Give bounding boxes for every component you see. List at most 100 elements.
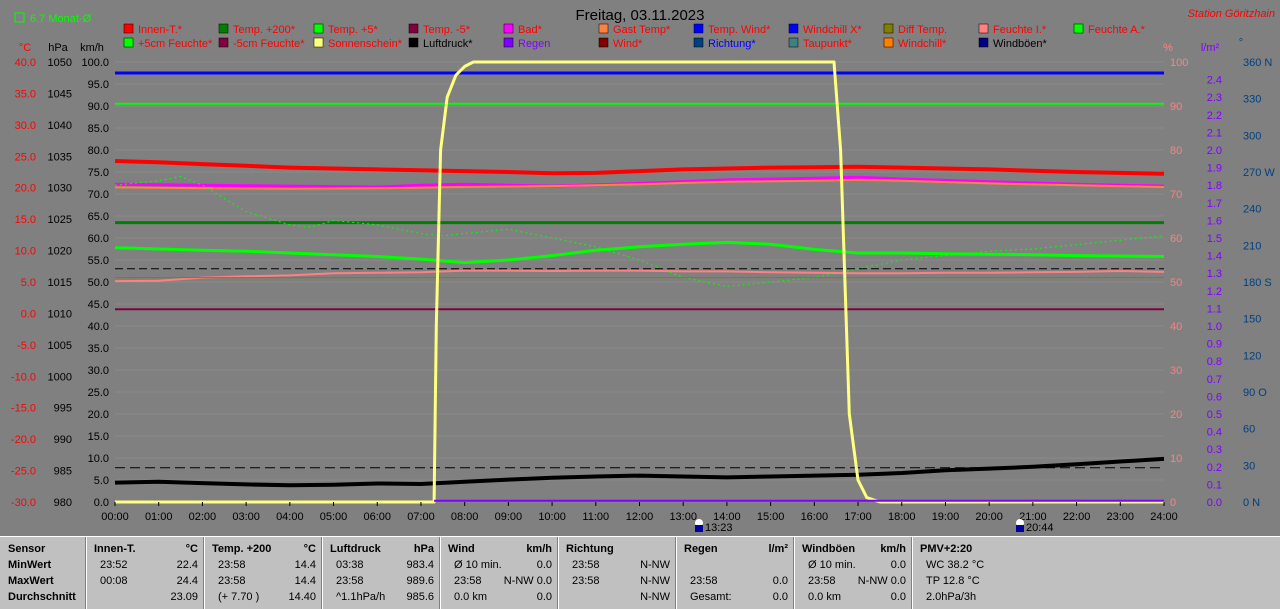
stat-time: 23:58 (218, 559, 246, 571)
celsius-tick-label: 25.0 (15, 151, 36, 163)
x-tick-label: 08:00 (451, 511, 479, 523)
percent-tick-label: 10 (1170, 453, 1182, 465)
hpa-tick-label: 1050 (48, 57, 72, 69)
stat-divider (322, 537, 323, 609)
percent-tick-label: 70 (1170, 189, 1182, 201)
legend-label: Regen (518, 38, 550, 50)
percent-tick-label: 90 (1170, 101, 1182, 113)
stat-group-name: Temp. +200 (212, 543, 272, 555)
x-tick-label: 16:00 (801, 511, 829, 523)
axis-unit-kmh: km/h (80, 42, 104, 54)
hpa-tick-label: 1030 (48, 183, 72, 195)
stat-time: 0.0 km (454, 591, 488, 603)
series-line (115, 60, 1164, 504)
rain-tick-label: 2.2 (1207, 110, 1222, 122)
celsius-tick-label: 10.0 (15, 246, 36, 258)
stat-divider-shadow (203, 537, 204, 609)
percent-tick-label: 60 (1170, 233, 1182, 245)
sunrise-marker: 13:23 (695, 519, 733, 534)
x-tick-label: 01:00 (145, 511, 173, 523)
stat-divider (912, 537, 913, 609)
celsius-tick-label: 30.0 (15, 120, 36, 132)
direction-tick-label: 330 (1243, 94, 1261, 106)
rain-tick-label: 1.6 (1207, 215, 1222, 227)
stat-divider-shadow (321, 537, 322, 609)
stat-time: TP 12.8 °C (926, 575, 980, 587)
stat-divider-shadow (557, 537, 558, 609)
axis-unit-celsius: °C (19, 42, 31, 54)
stat-divider-shadow (793, 537, 794, 609)
direction-tick-label: 120 (1243, 350, 1261, 362)
rain-tick-label: 1.1 (1207, 303, 1222, 315)
kmh-tick-label: 50.0 (88, 277, 109, 289)
stat-group-name: Richtung (566, 543, 614, 555)
hpa-tick-label: 1040 (48, 120, 72, 132)
stat-time: 23:58 (454, 575, 482, 587)
legend-label: -5cm Feuchte* (233, 38, 305, 50)
kmh-tick-label: 90.0 (88, 101, 109, 113)
legend-swatch (408, 37, 419, 48)
hpa-tick-label: 1010 (48, 308, 72, 320)
x-tick-label: 11:00 (582, 511, 609, 523)
legend-label: Temp. +5* (328, 24, 379, 36)
stat-value: N-NW (640, 559, 670, 571)
stat-group-name: PMV+2:20 (920, 543, 973, 555)
legend-swatch (218, 37, 229, 48)
station-name: Station Göritzhain (1188, 8, 1275, 20)
stat-value: 0.0 (890, 591, 906, 603)
stat-value: 0.0 (772, 591, 788, 603)
stat-group-unit: °C (185, 543, 198, 555)
stat-group-name: Windböen (802, 543, 856, 555)
x-tick-label: 10:00 (538, 511, 566, 523)
mean-marker-icon (14, 12, 25, 23)
rain-tick-label: 1.2 (1207, 286, 1222, 298)
rain-tick-label: 1.7 (1207, 198, 1222, 210)
x-tick-label: 22:00 (1063, 511, 1091, 523)
legend-swatch (788, 37, 799, 48)
legend-swatch (693, 37, 704, 48)
stat-divider (440, 537, 441, 609)
stat-value: 23.09 (170, 591, 198, 603)
hpa-tick-label: 995 (54, 403, 72, 415)
stat-row-label: MinWert (8, 559, 52, 571)
rain-tick-label: 0.2 (1207, 462, 1222, 474)
celsius-tick-label: 5.0 (21, 277, 36, 289)
kmh-tick-label: 15.0 (88, 431, 109, 443)
x-tick-label: 04:00 (276, 511, 304, 523)
percent-tick-label: 50 (1170, 277, 1182, 289)
stat-divider (558, 537, 559, 609)
kmh-tick-label: 5.0 (94, 475, 109, 487)
percent-tick-label: 20 (1170, 409, 1182, 421)
direction-tick-label: 90 O (1243, 387, 1267, 399)
kmh-tick-label: 65.0 (88, 211, 109, 223)
stat-time: 23:58 (572, 559, 600, 571)
legend-swatch (503, 23, 514, 34)
legend-swatch (978, 37, 989, 48)
celsius-tick-label: 35.0 (15, 88, 36, 100)
x-tick-label: 20:00 (975, 511, 1003, 523)
celsius-tick-label: -20.0 (11, 434, 36, 446)
legend-swatch (503, 37, 514, 48)
stat-time: 00:08 (100, 575, 128, 587)
legend-swatch (788, 23, 799, 34)
x-tick-label: 05:00 (320, 511, 348, 523)
rain-tick-label: 1.3 (1207, 268, 1222, 280)
rain-tick-label: 0.9 (1207, 339, 1222, 351)
kmh-tick-label: 40.0 (88, 321, 109, 333)
hpa-tick-label: 1000 (48, 371, 72, 383)
stat-time: Ø 10 min. (808, 559, 856, 571)
legend-swatch (218, 23, 229, 34)
stat-value: N-NW 0.0 (503, 575, 552, 587)
rain-tick-label: 2.3 (1207, 92, 1222, 104)
stat-time: WC 38.2 °C (926, 559, 985, 571)
x-tick-label: 00:00 (101, 511, 129, 523)
stat-time: 23:58 (336, 575, 364, 587)
legend-swatch (313, 37, 324, 48)
stat-value: 22.4 (176, 559, 198, 571)
rain-tick-label: 2.0 (1207, 145, 1222, 157)
mean-label: 6.7 Monat-Ø (30, 13, 92, 25)
series-line (114, 269, 1165, 283)
hpa-tick-label: 990 (54, 434, 72, 446)
kmh-tick-label: 70.0 (88, 189, 109, 201)
stat-value: 989.6 (406, 575, 434, 587)
